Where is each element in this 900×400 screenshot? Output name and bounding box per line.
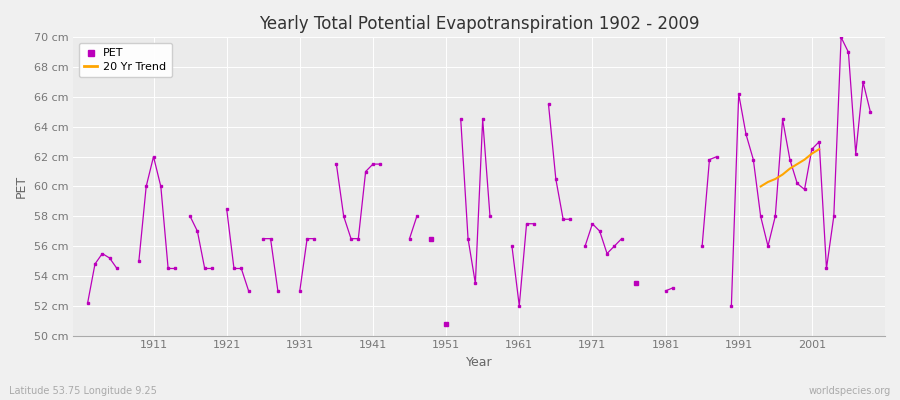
Text: worldspecies.org: worldspecies.org (809, 386, 891, 396)
Text: Latitude 53.75 Longitude 9.25: Latitude 53.75 Longitude 9.25 (9, 386, 157, 396)
Y-axis label: PET: PET (15, 175, 28, 198)
Title: Yearly Total Potential Evapotranspiration 1902 - 2009: Yearly Total Potential Evapotranspiratio… (259, 15, 699, 33)
X-axis label: Year: Year (465, 356, 492, 369)
Legend: PET, 20 Yr Trend: PET, 20 Yr Trend (78, 43, 172, 77)
